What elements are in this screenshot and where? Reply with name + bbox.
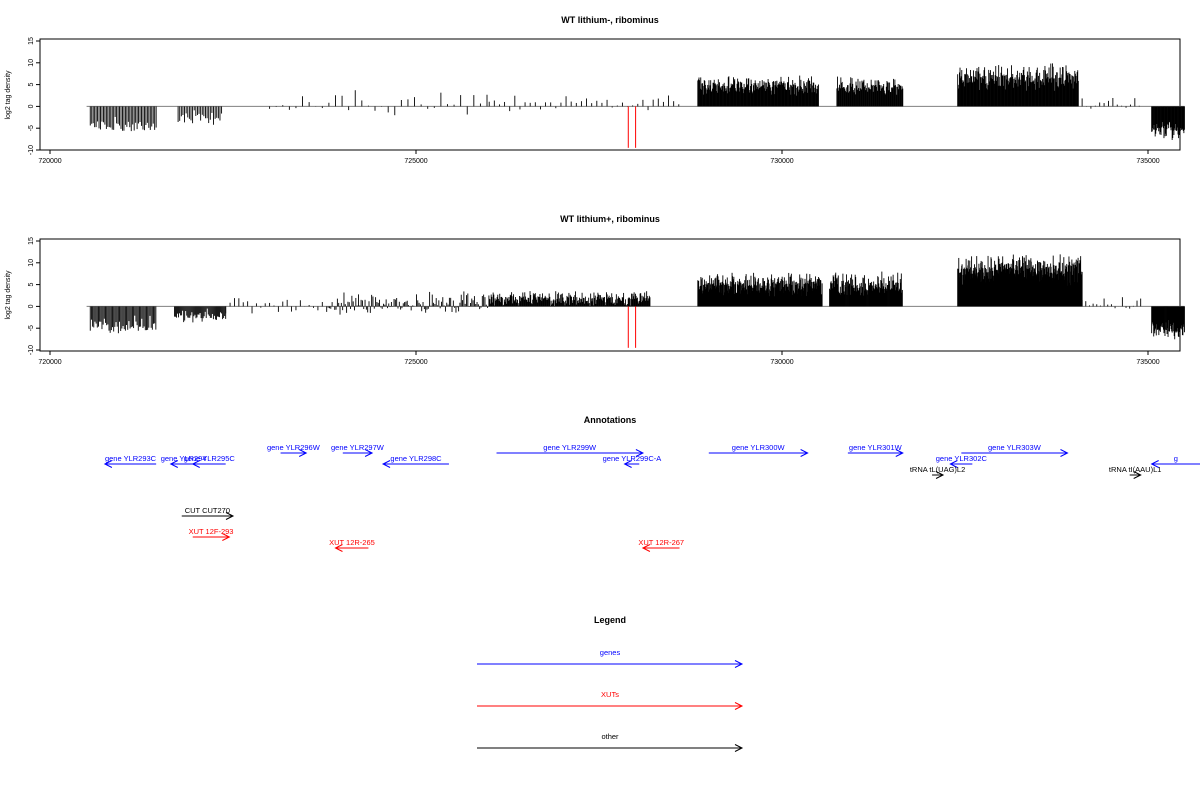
y-tick-label: -5 bbox=[28, 325, 35, 331]
x-tick-label: 725000 bbox=[404, 359, 427, 366]
feature-label: XUT 12R-267 bbox=[638, 538, 684, 547]
feature-arrow bbox=[961, 449, 1069, 457]
feature-arrow bbox=[708, 449, 809, 457]
feature-label: gene YLR301W bbox=[849, 443, 903, 452]
y-tick-label: 5 bbox=[28, 283, 35, 287]
feature-label: XUT 12R-265 bbox=[329, 538, 375, 547]
feature-arrow bbox=[280, 449, 308, 457]
y-axis-label: log2 tag density bbox=[5, 70, 12, 120]
x-tick-label: 730000 bbox=[770, 359, 793, 366]
track-title: WT lithium-, ribominus bbox=[561, 15, 659, 25]
plot-frame bbox=[39, 38, 1181, 151]
y-tick-label: 0 bbox=[28, 304, 35, 308]
x-tick-label: 730000 bbox=[770, 158, 793, 165]
legend-arrow bbox=[477, 702, 744, 710]
legend: Legend genes XUTs other bbox=[477, 615, 744, 752]
track-panel-lithium-plus: WT lithium+, ribominus log2 tag density … bbox=[5, 214, 1185, 366]
feature-arrow bbox=[342, 449, 374, 457]
y-tick-label: 0 bbox=[28, 104, 35, 108]
feature-label: gene YLR299W bbox=[543, 443, 597, 452]
plot-frame bbox=[39, 238, 1181, 352]
y-tick-label: 10 bbox=[28, 259, 35, 267]
feature-label: gene YLR295C bbox=[184, 454, 236, 463]
x-tick-label: 720000 bbox=[38, 359, 61, 366]
y-tick-label: 5 bbox=[28, 83, 35, 87]
feature-label: gene YLR296W bbox=[267, 443, 321, 452]
y-tick-label: 15 bbox=[28, 37, 35, 45]
feature-label: XUT 12F-293 bbox=[189, 527, 234, 536]
feature-label: tRNA tL(UAG)L2 bbox=[910, 465, 965, 474]
legend-label: genes bbox=[600, 648, 621, 657]
feature-label: gene YLR297W bbox=[331, 443, 385, 452]
annotations-title: Annotations bbox=[584, 415, 637, 425]
feature-arrow bbox=[334, 544, 369, 552]
feature-arrow bbox=[181, 512, 235, 520]
feature-arrow bbox=[192, 533, 231, 541]
feature-label: gene YLR303W bbox=[988, 443, 1042, 452]
feature-arrow bbox=[1129, 471, 1142, 479]
y-axis-label: log2 tag density bbox=[5, 270, 12, 320]
x-tick-label: 735000 bbox=[1136, 359, 1159, 366]
x-tick-label: 725000 bbox=[404, 158, 427, 165]
feature-arrow bbox=[623, 460, 640, 468]
feature-arrow bbox=[191, 460, 226, 468]
legend-label: XUTs bbox=[601, 690, 619, 699]
feature-arrow bbox=[496, 449, 645, 457]
track-title: WT lithium+, ribominus bbox=[560, 214, 660, 224]
feature-arrow bbox=[949, 460, 973, 468]
y-tick-label: 10 bbox=[28, 59, 35, 67]
legend-label: other bbox=[601, 732, 619, 741]
legend-title: Legend bbox=[594, 615, 626, 625]
feature-label: gene YLR293C bbox=[105, 454, 157, 463]
feature-label: g bbox=[1174, 454, 1178, 463]
feature-arrow bbox=[103, 460, 157, 468]
feature-label: gene YLR300W bbox=[732, 443, 786, 452]
annotations-panel: Annotations gene YLR293C gene YLR294gene … bbox=[103, 415, 1200, 552]
signal-bars bbox=[89, 254, 1185, 340]
signal-bars bbox=[89, 63, 1185, 140]
legend-arrow bbox=[477, 744, 744, 752]
legend-arrow bbox=[477, 660, 744, 668]
feature-label: gene YLR299C-A bbox=[603, 454, 662, 463]
feature-arrow bbox=[641, 544, 680, 552]
x-tick-label: 735000 bbox=[1136, 158, 1159, 165]
feature-label: tRNA tI(AAU)L1 bbox=[1109, 465, 1162, 474]
feature-arrow bbox=[381, 460, 449, 468]
y-tick-label: -10 bbox=[28, 345, 35, 355]
y-tick-label: -10 bbox=[28, 145, 35, 155]
feature-arrow bbox=[932, 471, 945, 479]
feature-label: CUT CUT270 bbox=[185, 506, 230, 515]
x-tick-label: 720000 bbox=[38, 158, 61, 165]
feature-arrow bbox=[847, 449, 904, 457]
feature-label: gene YLR298C bbox=[390, 454, 442, 463]
feature-arrow bbox=[1150, 460, 1200, 468]
feature-label: gene YLR294 bbox=[161, 454, 207, 463]
track-panel-lithium-minus: WT lithium-, ribominus log2 tag density … bbox=[5, 15, 1185, 165]
y-tick-label: 15 bbox=[28, 237, 35, 245]
feature-label: gene YLR302C bbox=[936, 454, 988, 463]
y-tick-label: -5 bbox=[28, 125, 35, 131]
